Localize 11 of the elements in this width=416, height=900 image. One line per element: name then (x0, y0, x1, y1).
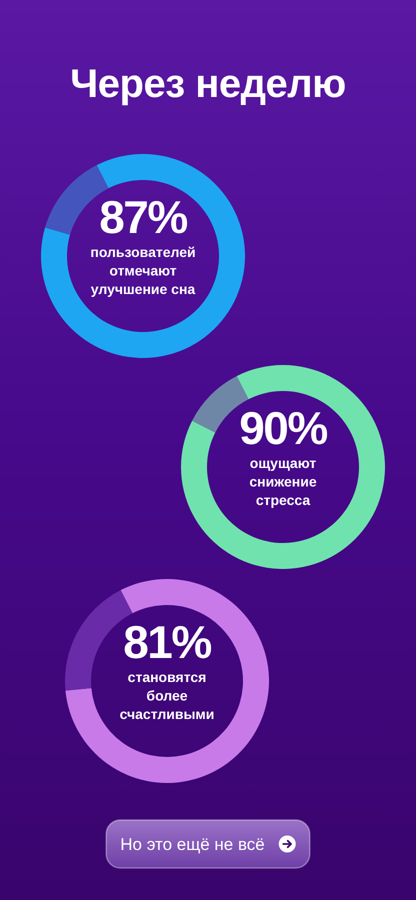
donut-slice (65, 579, 269, 783)
donut-slice (181, 365, 385, 569)
text: ощущают снижение стресса (249, 454, 317, 508)
data-label: 87% (99, 190, 188, 243)
chart-title: Через неделю (70, 62, 346, 106)
data-label: 81% (123, 616, 212, 668)
button[interactable]: Но это ещё не всё (106, 819, 310, 869)
text: становятся более счастливыми (120, 668, 214, 722)
donut-slice (41, 154, 245, 358)
text: пользователей отмечают улучшение сна (90, 244, 196, 297)
data-label: 90% (239, 402, 328, 454)
